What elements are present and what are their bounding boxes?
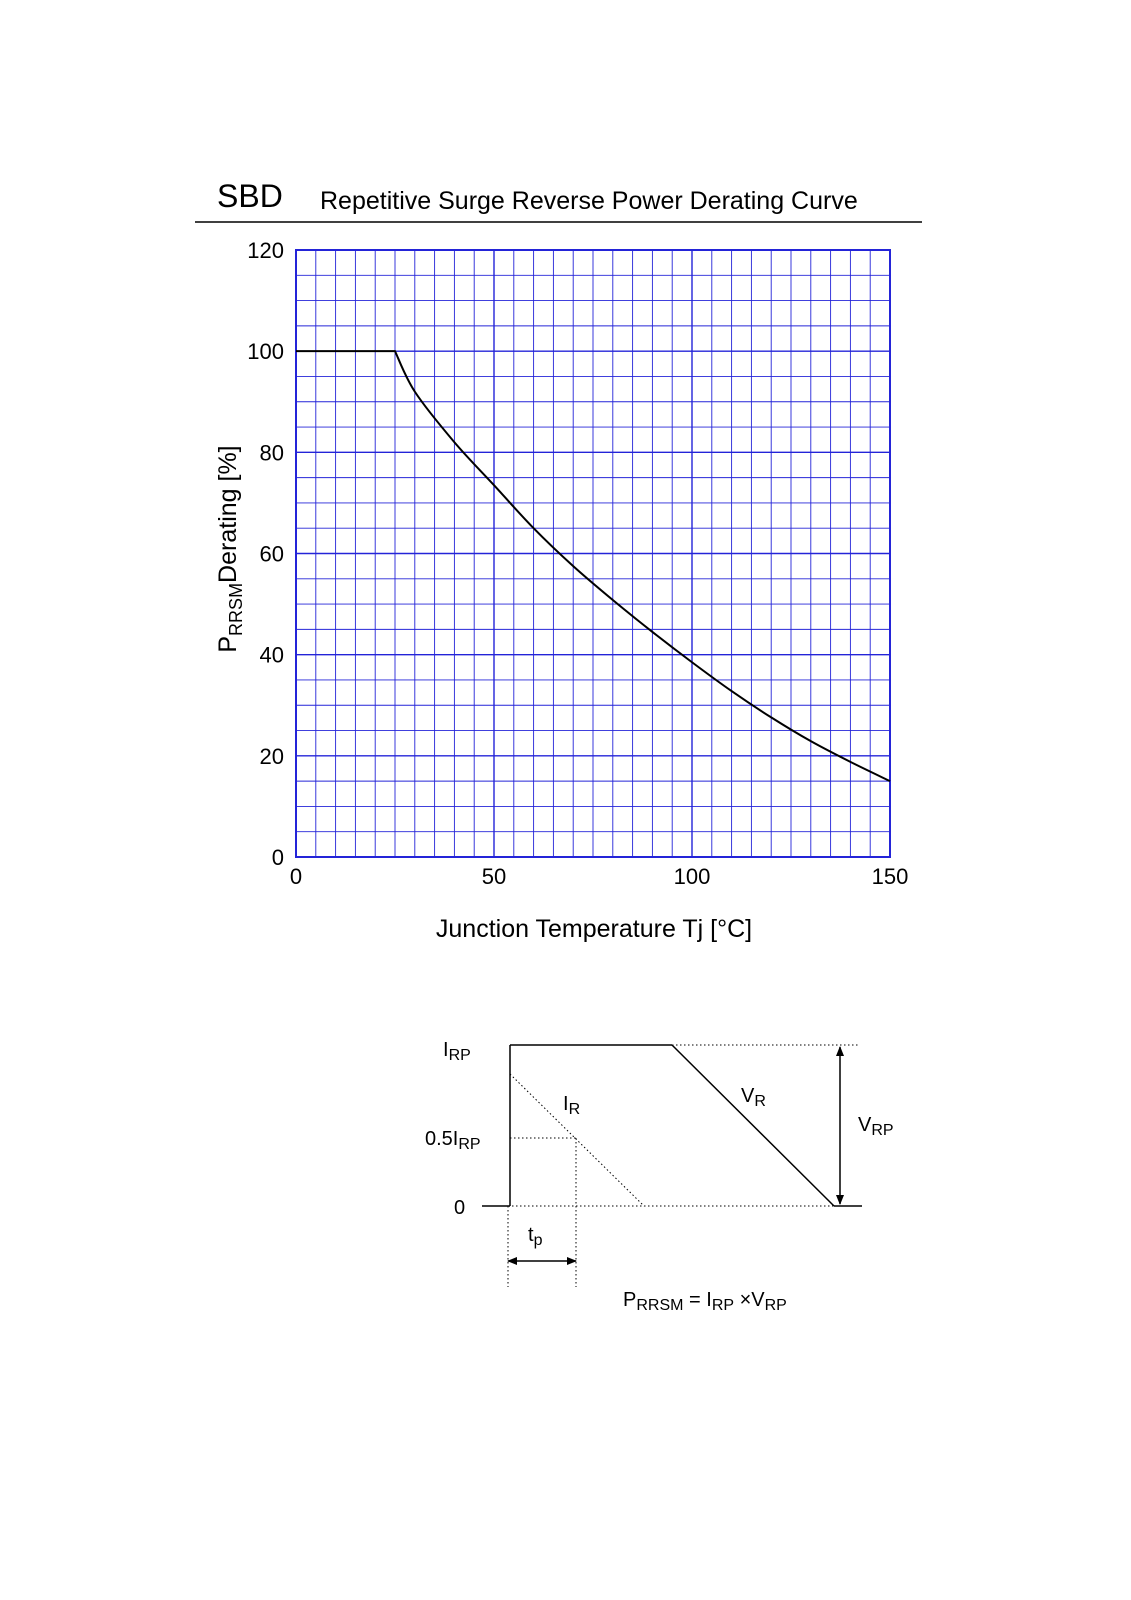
- waveform-diagram: IRP 0.5IRP 0 IR VR VRP tp PRRSM = IRP ×V…: [425, 1039, 894, 1314]
- header-prefix: SBD: [217, 178, 283, 214]
- y-axis-label: PRRSMDerating [%]: [214, 445, 246, 652]
- chart-title: Repetitive Surge Reverse Power Derating …: [320, 187, 858, 215]
- y-tick-label: 40: [260, 643, 284, 668]
- y-tick-label: 0: [272, 845, 284, 870]
- x-tick-label: 50: [482, 864, 506, 889]
- plot-frame: [295, 249, 891, 858]
- chart-series: [296, 350, 891, 783]
- y-axis-label-sub: RRSM: [226, 583, 246, 636]
- tp-label: tp: [528, 1224, 543, 1249]
- y-tick-label: 120: [247, 238, 284, 263]
- x-tick-labels: 0 50 100 150: [290, 864, 908, 889]
- y-tick-label: 80: [260, 440, 284, 465]
- y-tick-label: 60: [260, 542, 284, 567]
- zero-label: 0: [454, 1197, 465, 1219]
- half-irp-label: 0.5IRP: [425, 1128, 481, 1153]
- y-axis-label-rest: Derating [%]: [214, 445, 242, 583]
- power-formula: PRRSM = IRP ×VRP: [623, 1289, 787, 1314]
- vrp-label: VRP: [858, 1114, 894, 1139]
- vr-slope: [671, 1044, 835, 1207]
- y-tick-labels: 0 20 40 60 80 100 120: [247, 238, 284, 870]
- y-tick-label: 20: [260, 744, 284, 769]
- x-axis-label: Junction Temperature Tj [°C]: [436, 915, 752, 943]
- vr-label: VR: [741, 1085, 766, 1110]
- derating-curve: [296, 350, 891, 783]
- y-tick-label: 100: [247, 339, 284, 364]
- y-axis-label-main: P: [214, 636, 242, 653]
- x-tick-label: 150: [872, 864, 909, 889]
- chart-grid: [295, 249, 891, 858]
- x-tick-label: 100: [674, 864, 711, 889]
- derating-chart: SBD Repetitive Surge Reverse Power Derat…: [195, 178, 922, 943]
- ir-label: IR: [563, 1093, 580, 1118]
- x-tick-label: 0: [290, 864, 302, 889]
- irp-label: IRP: [443, 1039, 471, 1064]
- ir-dotted-curve: [509, 1073, 645, 1207]
